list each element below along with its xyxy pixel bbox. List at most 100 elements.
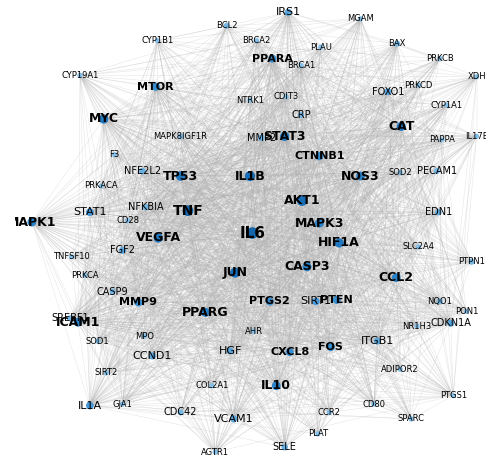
Text: MPO: MPO [135,332,154,341]
Text: CTNNB1: CTNNB1 [294,151,344,161]
Text: NFE2L2: NFE2L2 [124,166,161,176]
Text: XDH: XDH [468,73,486,81]
Text: GJA1: GJA1 [112,399,132,408]
Circle shape [438,56,442,61]
Text: CCL2: CCL2 [379,271,414,284]
Text: AHR: AHR [244,327,262,336]
Text: NTRK1: NTRK1 [236,96,264,105]
Text: EDN1: EDN1 [425,207,452,217]
Circle shape [142,204,149,211]
Circle shape [98,183,104,188]
Text: MMP9: MMP9 [120,297,158,308]
Circle shape [139,168,145,174]
Text: PLAT: PLAT [308,429,328,439]
Text: MAPK8IGF1R: MAPK8IGF1R [154,132,208,141]
Circle shape [398,170,403,175]
Circle shape [398,367,403,372]
Circle shape [154,233,163,243]
Circle shape [284,94,289,99]
Circle shape [152,83,160,91]
Text: ICAM1: ICAM1 [56,316,100,329]
Circle shape [286,348,294,356]
Text: SIRT2: SIRT2 [94,368,118,377]
Text: IL17B: IL17B [465,132,488,141]
Text: SOD1: SOD1 [86,337,110,346]
Circle shape [435,209,442,216]
Circle shape [302,262,312,271]
Text: PRKCB: PRKCB [426,54,454,63]
Text: ITGB1: ITGB1 [361,336,394,346]
Text: CYP19A1: CYP19A1 [62,71,98,80]
Text: VCAM1: VCAM1 [214,414,254,424]
Circle shape [326,410,332,415]
Circle shape [268,55,276,63]
Circle shape [444,102,450,108]
Text: SLC2A4: SLC2A4 [402,243,434,252]
Text: VEGFA: VEGFA [136,231,181,244]
Text: FGF2: FGF2 [110,245,135,255]
Text: PPARG: PPARG [182,306,228,319]
Circle shape [396,122,406,131]
Circle shape [142,333,147,339]
Text: CDIT3: CDIT3 [274,92,299,101]
Circle shape [246,227,258,239]
Circle shape [74,318,82,327]
Circle shape [226,348,234,355]
Circle shape [312,298,320,305]
Circle shape [326,343,335,351]
Text: PECAM1: PECAM1 [417,166,457,176]
Circle shape [104,370,109,375]
Circle shape [112,152,117,157]
Circle shape [298,63,304,68]
Text: PRKCA: PRKCA [71,271,99,280]
Circle shape [248,97,252,103]
Circle shape [272,382,280,390]
Circle shape [384,88,392,95]
Text: FOXO1: FOXO1 [372,87,404,97]
Circle shape [315,431,320,437]
Text: PRKACA: PRKACA [84,181,118,190]
Text: CCR2: CCR2 [318,408,341,417]
Circle shape [464,309,469,314]
Text: CD80: CD80 [362,399,386,408]
Text: CD28: CD28 [116,216,139,225]
Circle shape [450,393,456,398]
Circle shape [298,112,304,118]
Circle shape [474,74,479,80]
Text: PAPPA: PAPPA [429,135,455,144]
Text: SIRT1: SIRT1 [300,296,332,307]
Circle shape [356,171,365,180]
Text: BCL2: BCL2 [216,21,238,30]
Circle shape [394,41,400,47]
Text: PTEN: PTEN [320,295,353,305]
Text: IL1A: IL1A [78,400,102,411]
Circle shape [86,402,94,409]
Circle shape [392,273,400,282]
Text: CASP9: CASP9 [97,286,128,297]
Text: TP53: TP53 [163,170,198,182]
Text: MAPK3: MAPK3 [294,217,344,229]
Circle shape [120,401,126,407]
Text: CRP: CRP [292,110,311,120]
Circle shape [230,268,240,278]
Text: STAT3: STAT3 [264,130,306,143]
Circle shape [372,401,376,407]
Circle shape [230,415,237,422]
Text: IRS1: IRS1 [276,8,300,17]
Text: STAT1: STAT1 [73,207,106,217]
Text: PTPN1: PTPN1 [458,257,485,266]
Circle shape [125,218,130,223]
Circle shape [332,296,341,304]
Text: BAX: BAX [388,39,406,48]
Circle shape [212,449,218,455]
Text: PTGS2: PTGS2 [250,296,290,307]
Circle shape [266,297,274,306]
Circle shape [110,289,116,294]
Text: MGAM: MGAM [347,14,374,24]
Text: PTGS1: PTGS1 [440,391,467,400]
Circle shape [82,273,87,278]
Text: MYC: MYC [88,113,118,125]
Circle shape [149,352,156,359]
Circle shape [69,254,74,260]
Circle shape [224,23,230,29]
